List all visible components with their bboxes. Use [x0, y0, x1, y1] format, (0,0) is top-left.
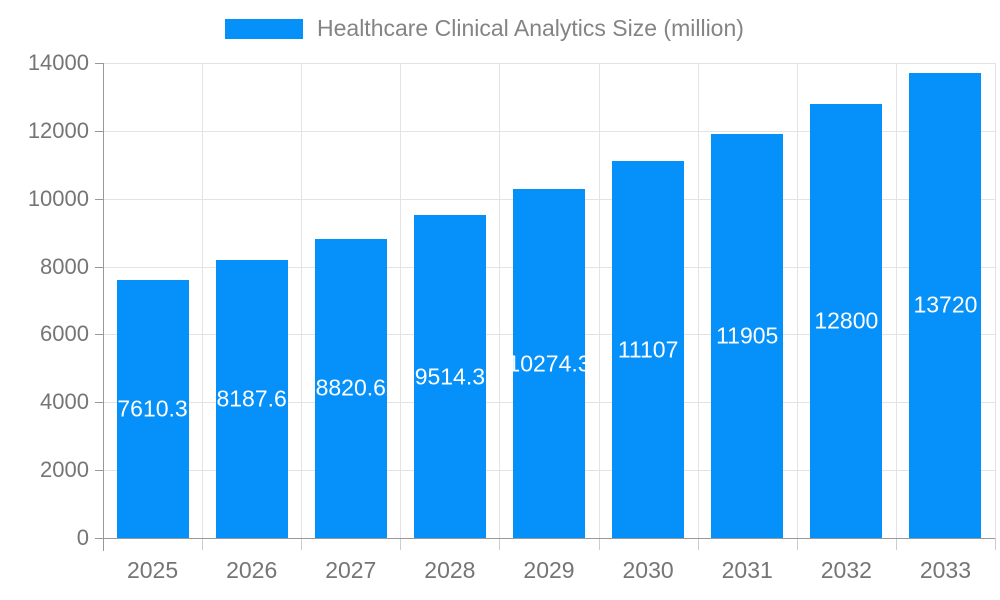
y-axis-line	[103, 63, 104, 551]
x-axis-tick	[598, 538, 600, 550]
y-axis-label: 8000	[40, 253, 89, 279]
bar-2033[interactable]: 13720	[909, 72, 982, 538]
y-axis-label: 12000	[27, 117, 89, 143]
bar-value-label: 10274.3	[513, 350, 585, 377]
y-axis-label: 14000	[27, 50, 89, 75]
bar-value-label: 7610.3	[117, 395, 188, 422]
h-gridline	[103, 63, 995, 64]
x-axis-tick	[301, 538, 303, 550]
v-gridline	[301, 63, 303, 538]
x-axis-tick	[895, 538, 897, 550]
h-gridline	[103, 130, 995, 132]
x-axis-label: 2031	[721, 557, 773, 583]
bar-2026[interactable]: 8187.6	[215, 260, 288, 538]
y-axis-tick	[95, 198, 103, 200]
bar-value-label: 13720	[913, 291, 978, 318]
y-axis-tick	[95, 266, 103, 268]
v-gridline	[697, 63, 699, 538]
x-axis-label: 2028	[424, 557, 476, 583]
x-axis-label: 2033	[919, 557, 972, 583]
x-axis-line	[103, 538, 995, 539]
x-axis-tick	[499, 538, 501, 550]
x-axis-label: 2029	[523, 557, 575, 583]
bar-2032[interactable]: 12800	[810, 103, 883, 538]
bar-value-label: 12800	[814, 307, 879, 334]
x-axis-tick	[400, 538, 402, 550]
v-gridline	[598, 63, 600, 538]
bar-2031[interactable]: 11905	[711, 134, 784, 538]
bar-value-label: 11107	[617, 336, 679, 363]
y-axis-label: 2000	[40, 457, 89, 483]
bar-value-label: 9514.3	[414, 363, 486, 390]
legend-swatch-icon	[225, 18, 303, 39]
y-axis-label: 6000	[40, 321, 89, 347]
v-gridline	[400, 63, 402, 538]
legend-label: Healthcare Clinical Analytics Size (mill…	[317, 15, 744, 41]
bar-value-label: 11905	[716, 322, 779, 349]
x-axis-tick	[202, 538, 204, 550]
bar-2028[interactable]: 9514.3	[413, 215, 486, 538]
x-axis-tick	[796, 538, 798, 550]
v-gridline	[202, 63, 204, 538]
y-axis-label: 0	[76, 525, 89, 550]
x-axis-label: 2032	[820, 557, 872, 583]
bar-2029[interactable]: 10274.3	[513, 189, 585, 538]
legend[interactable]: Healthcare Clinical Analytics Size (mill…	[225, 15, 744, 42]
y-axis-label: 4000	[40, 389, 89, 415]
x-axis-label: 2025	[126, 557, 179, 583]
x-axis-tick	[697, 538, 699, 550]
x-axis-label: 2030	[622, 557, 674, 583]
bar-2030[interactable]: 11107	[612, 161, 685, 538]
y-axis-tick	[95, 63, 103, 64]
bar-2027[interactable]: 8820.6	[314, 238, 387, 538]
v-gridline	[995, 63, 996, 538]
x-axis-label: 2027	[325, 557, 377, 583]
bar-value-label: 8187.6	[216, 385, 287, 412]
y-axis-tick	[95, 402, 103, 404]
y-axis-tick	[95, 538, 103, 539]
v-gridline	[796, 63, 798, 538]
y-axis-tick	[95, 334, 103, 336]
y-axis-label: 10000	[27, 185, 89, 211]
v-gridline	[895, 63, 897, 538]
v-gridline	[499, 63, 501, 538]
x-axis-label: 2026	[226, 557, 278, 583]
bar-value-label: 8820.6	[315, 374, 386, 401]
y-axis-tick	[95, 470, 103, 472]
bar-2025[interactable]: 7610.3	[116, 279, 189, 538]
x-axis-tick	[995, 538, 996, 550]
y-axis-tick	[95, 130, 103, 132]
